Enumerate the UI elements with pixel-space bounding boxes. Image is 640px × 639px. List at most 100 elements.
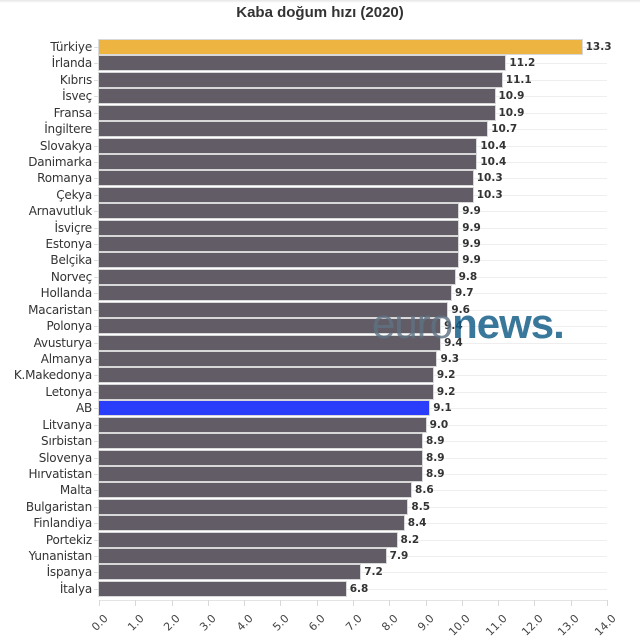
y-tick (94, 145, 98, 147)
category-label: AB (75, 401, 92, 416)
bar-row: Belçika 9.9 (0, 252, 640, 268)
value-label: 6.8 (349, 582, 369, 595)
value-label: 10.7 (491, 123, 518, 136)
bar[interactable] (99, 89, 495, 104)
value-label: 9.9 (462, 221, 481, 234)
bar[interactable] (99, 269, 455, 284)
category-label: İngiltere (44, 122, 92, 137)
bar[interactable] (99, 105, 495, 120)
y-tick (94, 63, 98, 65)
value-label: 7.9 (389, 550, 409, 563)
value-label: 10.3 (476, 188, 503, 201)
bar[interactable] (99, 204, 459, 219)
y-tick (94, 161, 98, 163)
bar[interactable] (99, 384, 433, 399)
value-label: 8.4 (407, 517, 427, 530)
value-label: 10.4 (480, 139, 507, 152)
bar[interactable] (99, 499, 408, 514)
category-label: İsviçre (54, 220, 93, 235)
bar[interactable] (99, 565, 361, 580)
x-tick (570, 600, 572, 606)
bar[interactable] (99, 351, 437, 366)
bar[interactable] (99, 286, 451, 301)
bar-row: Litvanya 9.0 (0, 417, 640, 433)
bar[interactable] (99, 237, 459, 252)
bar[interactable] (99, 138, 477, 153)
value-label: 9.9 (462, 238, 481, 251)
bar-row: Polonya 9.4 (0, 318, 640, 334)
category-label: İsveç (62, 89, 92, 104)
bar[interactable] (99, 434, 422, 449)
bar-row: Danimarka 10.4 (0, 154, 640, 170)
x-tick (425, 600, 427, 606)
bar[interactable] (99, 401, 430, 416)
bar-row: Avusturya 9.4 (0, 335, 640, 351)
y-tick (94, 441, 98, 443)
bar[interactable] (99, 220, 459, 235)
bar[interactable] (99, 171, 473, 186)
value-label: 9.4 (444, 320, 463, 333)
bar[interactable] (99, 450, 422, 465)
bar[interactable] (99, 40, 582, 54)
bar[interactable] (99, 56, 506, 71)
category-label: Türkiye (50, 40, 92, 54)
category-label: Romanya (37, 171, 92, 186)
bar[interactable] (99, 368, 433, 383)
bar-row: Letonya 9.2 (0, 384, 640, 400)
bar-row: Yunanistan 7.9 (0, 548, 640, 564)
category-label: Macaristan (28, 302, 92, 317)
value-label: 10.3 (476, 172, 503, 185)
value-label: 9.1 (433, 402, 452, 415)
bar[interactable] (99, 253, 459, 268)
y-tick (94, 276, 98, 278)
bar-row: İrlanda 11.2 (0, 55, 640, 71)
bar[interactable] (99, 302, 448, 317)
watermark-euro: euro (372, 300, 453, 347)
x-tick (534, 600, 536, 606)
y-tick (94, 457, 98, 459)
x-tick (607, 600, 608, 606)
bar-row: Portekiz 8.2 (0, 532, 640, 548)
bar[interactable] (99, 417, 426, 432)
category-label: Slovakya (39, 138, 92, 153)
value-label: 8.5 (411, 500, 431, 513)
bar-row: İtalya 6.8 (0, 581, 640, 597)
category-label: Sırbistan (41, 434, 92, 449)
bar[interactable] (99, 483, 412, 498)
value-label: 9.9 (462, 254, 481, 267)
y-tick (94, 358, 98, 360)
y-tick (94, 408, 98, 410)
x-tick (316, 600, 318, 606)
bar[interactable] (99, 122, 488, 137)
bar[interactable] (99, 72, 502, 87)
y-tick (94, 260, 98, 262)
bar[interactable] (99, 581, 346, 596)
category-label: Belçika (50, 253, 92, 268)
value-label: 8.6 (415, 484, 434, 497)
y-tick (94, 309, 98, 311)
value-label: 10.9 (498, 106, 525, 119)
value-label: 9.6 (451, 303, 470, 316)
bar[interactable] (99, 154, 477, 169)
value-label: 9.2 (436, 369, 456, 382)
category-label: Hollanda (40, 286, 93, 301)
bar[interactable] (99, 335, 441, 350)
value-label: 9.3 (440, 352, 460, 365)
y-tick (94, 244, 98, 246)
bar[interactable] (99, 516, 404, 531)
bar-row: Norveç 9.8 (0, 269, 640, 285)
euronews-watermark-logo: euronews. (372, 300, 565, 348)
bar-row: İngiltere 10.7 (0, 121, 640, 137)
bar[interactable] (99, 187, 473, 202)
y-tick (94, 227, 98, 229)
y-tick (94, 342, 98, 344)
value-label: 8.9 (425, 467, 445, 480)
bar[interactable] (99, 532, 397, 547)
bar[interactable] (99, 549, 386, 564)
bar[interactable] (99, 466, 422, 481)
x-tick (498, 600, 500, 606)
bar[interactable] (99, 319, 441, 334)
value-label: 13.3 (585, 41, 612, 53)
value-label: 9.4 (444, 336, 463, 349)
bar-row: Türkiye 13.3 (0, 39, 640, 55)
